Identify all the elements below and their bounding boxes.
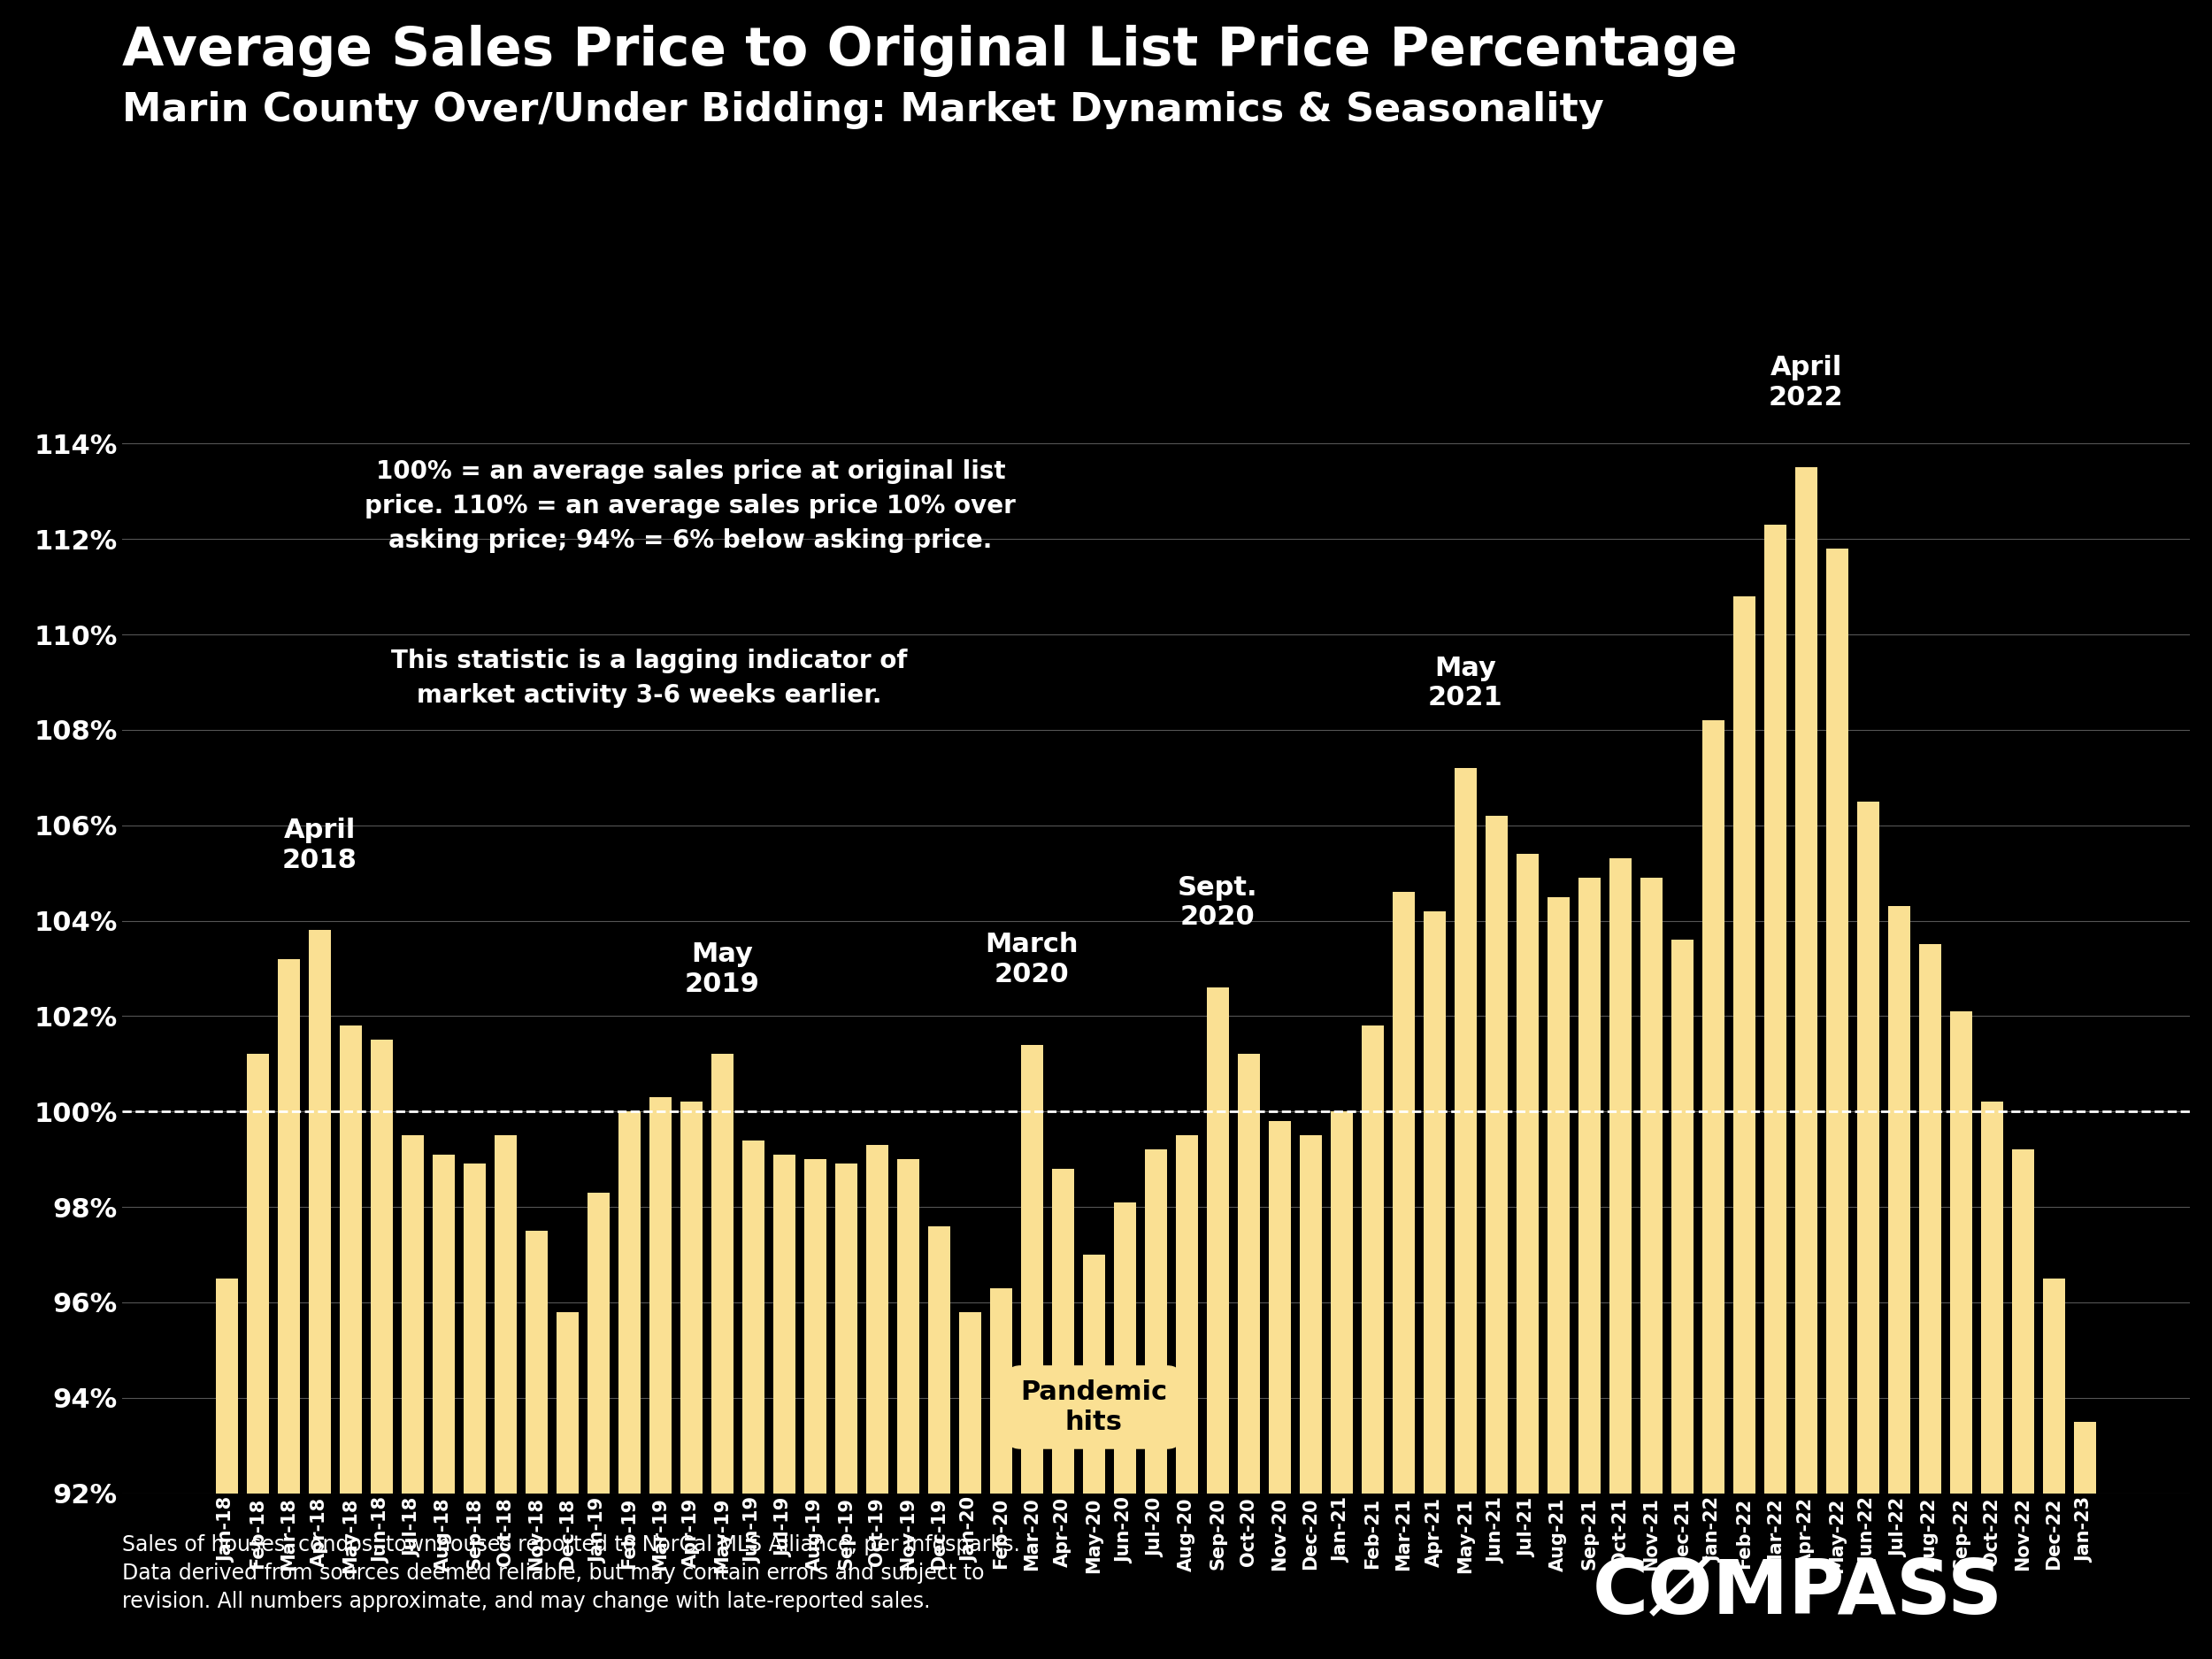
Bar (1980, 1102, 2004, 1493)
Text: May
2019: May 2019 (686, 942, 761, 997)
Bar (1794, 468, 1818, 1493)
Bar (2073, 1422, 2097, 1493)
Bar (493, 1135, 518, 1493)
Bar (369, 1040, 394, 1493)
Bar (803, 1160, 827, 1493)
Text: Average Sales Price to Original List Price Percentage: Average Sales Price to Original List Pri… (122, 25, 1736, 76)
Bar (958, 1312, 982, 1493)
Bar (648, 1097, 672, 1493)
Bar (1360, 1025, 1385, 1493)
Text: May
2021: May 2021 (1429, 655, 1502, 710)
Bar (1082, 1254, 1106, 1493)
Text: Pandemic
hits: Pandemic hits (1020, 1380, 1168, 1435)
Text: March
2020: March 2020 (984, 932, 1079, 987)
Text: Sept.
2020: Sept. 2020 (1177, 874, 1259, 931)
Bar (1856, 801, 1880, 1493)
Bar (1763, 524, 1787, 1493)
Text: Sales of houses, condos, townhouses reported to NorCal MLS Alliance, per Infospa: Sales of houses, condos, townhouses repo… (122, 1535, 1020, 1613)
Text: Marin County Over/Under Bidding: Market Dynamics & Seasonality: Marin County Over/Under Bidding: Market … (122, 91, 1604, 129)
Bar (246, 1053, 270, 1493)
Bar (1422, 911, 1447, 1493)
Bar (431, 1155, 456, 1493)
Bar (1887, 906, 1911, 1493)
Bar (1329, 1112, 1354, 1493)
Bar (307, 931, 332, 1493)
Bar (1051, 1168, 1075, 1493)
Bar (1267, 1121, 1292, 1493)
Text: CØMPASS: CØMPASS (1593, 1556, 2004, 1629)
Bar (1546, 898, 1571, 1493)
Bar (338, 1025, 363, 1493)
Bar (524, 1231, 549, 1493)
Bar (834, 1165, 858, 1493)
Bar (1577, 878, 1601, 1493)
Bar (1825, 549, 1849, 1493)
Bar (617, 1112, 641, 1493)
Bar (1391, 893, 1416, 1493)
Bar (2042, 1279, 2066, 1493)
Text: April
2018: April 2018 (283, 818, 358, 873)
Bar (772, 1155, 796, 1493)
Bar (276, 959, 301, 1493)
Bar (400, 1135, 425, 1493)
Bar (741, 1140, 765, 1493)
Bar (1453, 768, 1478, 1493)
Bar (1639, 878, 1663, 1493)
Bar (679, 1102, 703, 1493)
Bar (586, 1193, 611, 1493)
Bar (1515, 854, 1540, 1493)
Bar (865, 1145, 889, 1493)
Bar (927, 1226, 951, 1493)
Bar (1670, 939, 1694, 1493)
Bar (1918, 944, 1942, 1493)
Text: April
2022: April 2022 (1770, 355, 1843, 410)
Text: This statistic is a lagging indicator of
market activity 3-6 weeks earlier.: This statistic is a lagging indicator of… (392, 649, 907, 708)
Bar (989, 1287, 1013, 1493)
Bar (1237, 1053, 1261, 1493)
Bar (1206, 987, 1230, 1493)
Bar (1608, 859, 1632, 1493)
Bar (710, 1053, 734, 1493)
Bar (1732, 596, 1756, 1493)
Bar (1701, 720, 1725, 1493)
Text: 100% = an average sales price at original list
price. 110% = an average sales pr: 100% = an average sales price at origina… (365, 460, 1015, 552)
Bar (896, 1160, 920, 1493)
Bar (1949, 1012, 1973, 1493)
Bar (217, 1279, 239, 1493)
Bar (1144, 1150, 1168, 1493)
Bar (1113, 1203, 1137, 1493)
Bar (1175, 1135, 1199, 1493)
Bar (555, 1312, 580, 1493)
Bar (1298, 1135, 1323, 1493)
Bar (1484, 816, 1509, 1493)
Bar (2011, 1150, 2035, 1493)
Bar (1020, 1045, 1044, 1493)
Bar (462, 1165, 487, 1493)
